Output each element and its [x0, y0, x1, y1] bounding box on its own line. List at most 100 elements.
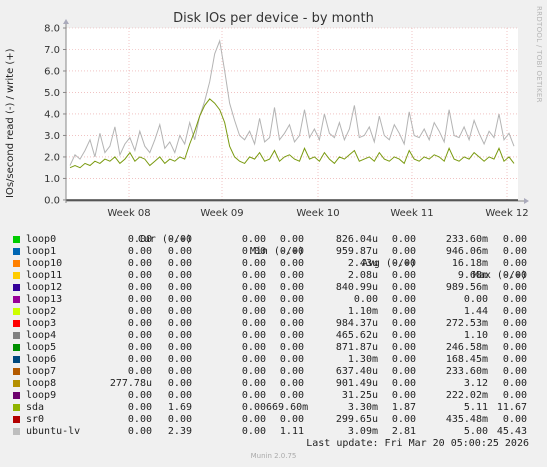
legend-value-min_r: 0.00: [241, 354, 266, 365]
legend-value-min_w: 0.00: [279, 354, 304, 365]
legend-row-loop11: loop11 0.00 0.00 0.00 0.00 2.08u 0.00 9.68m 0.00: [0, 270, 547, 282]
legend-value-avg_w: 0.00: [391, 282, 416, 293]
legend-value-max_w: 0.00: [502, 366, 527, 377]
legend-row-loop6: loop6 0.00 0.00 0.00 0.00 1.30m 0.00 168.45m 0.0…: [0, 354, 547, 366]
legend-swatch: [13, 368, 20, 375]
legend-value-min_w: 0.00: [279, 294, 304, 305]
legend-value-avg_r: 3.30m: [347, 402, 378, 413]
legend-value-avg_r: 901.49u: [335, 378, 378, 389]
legend-value-max_w: 0.00: [502, 294, 527, 305]
legend-value-cur_r: 0.00: [127, 402, 152, 413]
legend-value-avg_w: 0.00: [391, 258, 416, 269]
legend-value-min_r: 0.00: [241, 246, 266, 257]
legend-row-loop7: loop7 0.00 0.00 0.00 0.00 637.40u 0.00 233.60m 0…: [0, 366, 547, 378]
plot-background: [66, 28, 518, 201]
last-update: Last update: Fri Mar 20 05:00:25 2026: [306, 438, 529, 449]
legend-value-cur_w: 0.00: [167, 366, 192, 377]
legend-value-min_w: 0.00: [279, 318, 304, 329]
legend-value-avg_r: 637.40u: [335, 366, 378, 377]
legend-value-max_w: 0.00: [502, 354, 527, 365]
legend-swatch: [13, 332, 20, 339]
y-tick-label: 6.0: [44, 66, 60, 77]
legend-row-loop2: loop2 0.00 0.00 0.00 0.00 1.10m 0.00 1.44 0.00: [0, 306, 547, 318]
legend-swatch: [13, 296, 20, 303]
legend-label: loop4: [26, 330, 57, 341]
legend-value-max_w: 0.00: [502, 378, 527, 389]
legend-value-avg_w: 0.00: [391, 378, 416, 389]
legend-label: loop5: [26, 342, 57, 353]
legend-value-max_r: 233.60m: [445, 234, 488, 245]
col-avg: Avg (-/+): [361, 258, 416, 269]
legend-value-max_w: 0.00: [502, 246, 527, 257]
legend-value-cur_r: 0.00: [127, 246, 152, 257]
legend-swatch: [13, 284, 20, 291]
legend-value-min_w: 0.00: [279, 234, 304, 245]
x-tick-label: Week 12: [485, 208, 528, 219]
legend-value-cur_r: 0.00: [127, 282, 152, 293]
legend-row-loop13: loop13 0.00 0.00 0.00 0.00 0.00 0.00 0.00 0.00: [0, 294, 547, 306]
legend-value-cur_r: 0.00: [127, 426, 152, 437]
legend-value-cur_w: 0.00: [167, 378, 192, 389]
legend-swatch: [13, 428, 20, 435]
legend-value-max_w: 0.00: [502, 234, 527, 245]
legend-value-max_w: 0.00: [502, 342, 527, 353]
legend-row-loop0: loop0 0.00 0.00 0.00 0.00 826.04u 0.00 233.60m 0…: [0, 234, 547, 246]
legend-value-cur_r: 0.00: [127, 318, 152, 329]
legend-value-cur_w: 0.00: [167, 282, 192, 293]
legend-value-avg_w: 0.00: [391, 390, 416, 401]
legend-row-loop3: loop3 0.00 0.00 0.00 0.00 984.37u 0.00 272.53m 0…: [0, 318, 547, 330]
legend-value-max_w: 0.00: [502, 270, 527, 281]
legend-value-max_w: 0.00: [502, 318, 527, 329]
legend-value-min_r: 0.00: [241, 402, 266, 413]
legend-value-cur_r: 0.00: [127, 366, 152, 377]
legend-value-max_r: 246.58m: [445, 342, 488, 353]
legend-row-loop12: loop12 0.00 0.00 0.00 0.00 840.99u 0.00 989.56m…: [0, 282, 547, 294]
legend-row-loop8: loop8 277.78u 0.00 0.00 0.00 901.49u 0.00 3.12 0…: [0, 378, 547, 390]
legend-value-cur_r: 277.78u: [109, 378, 152, 389]
legend-value-avg_r: 984.37u: [335, 318, 378, 329]
legend-row-loop5: loop5 0.00 0.00 0.00 0.00 871.87u 0.00 246.58m 0…: [0, 342, 547, 354]
legend-value-avg_w: 0.00: [391, 354, 416, 365]
legend-value-min_w: 0.00: [279, 378, 304, 389]
legend-value-min_w: 0.00: [279, 258, 304, 269]
legend-value-avg_w: 0.00: [391, 366, 416, 377]
legend-swatch: [13, 416, 20, 423]
legend-value-min_w: 0.00: [279, 270, 304, 281]
legend-label: loop12: [26, 282, 63, 293]
legend-value-avg_w: 0.00: [391, 306, 416, 317]
legend-value-cur_w: 0.00: [167, 234, 192, 245]
legend-label: loop1: [26, 246, 57, 257]
legend-label: ubuntu-lv: [26, 426, 81, 437]
legend-label: loop13: [26, 294, 63, 305]
legend-value-max_r: 3.12: [463, 378, 488, 389]
legend-value-cur_w: 0.00: [167, 306, 192, 317]
legend-swatch: [13, 320, 20, 327]
legend-value-avg_w: 2.81: [391, 426, 416, 437]
legend-value-avg_r: 826.04u: [335, 234, 378, 245]
legend-value-avg_r: 0.00: [353, 294, 378, 305]
legend-value-min_r: 0.00: [241, 378, 266, 389]
legend-value-cur_r: 0.00: [127, 270, 152, 281]
legend-label: loop11: [26, 270, 63, 281]
legend-value-min_r: 0.00: [241, 258, 266, 269]
legend-label: sr0: [26, 414, 45, 425]
y-tick-label: 2.0: [44, 152, 60, 163]
legend-value-avg_r: 1.10m: [347, 306, 378, 317]
legend-label: loop2: [26, 306, 57, 317]
legend-value-min_r: 0.00: [241, 414, 266, 425]
legend-label: loop3: [26, 318, 57, 329]
x-tick-label: Week 08: [107, 208, 150, 219]
legend-value-cur_w: 0.00: [167, 390, 192, 401]
legend-value-min_r: 0.00: [241, 294, 266, 305]
legend-value-max_r: 168.45m: [445, 354, 488, 365]
legend-value-max_r: 5.00: [463, 426, 488, 437]
legend-row-sr0: sr0 0.00 0.00 0.00 0.00 299.65u 0.00 435.48m 0.0…: [0, 414, 547, 426]
legend-value-cur_w: 0.00: [167, 294, 192, 305]
legend-value-min_w: 0.00: [279, 330, 304, 341]
legend-value-avg_w: 0.00: [391, 318, 416, 329]
x-tick-label: Week 09: [200, 208, 243, 219]
legend-value-cur_w: 0.00: [167, 246, 192, 257]
legend-label: loop9: [26, 390, 57, 401]
legend-value-max_r: 233.60m: [445, 366, 488, 377]
legend-value-avg_r: 299.65u: [335, 414, 378, 425]
